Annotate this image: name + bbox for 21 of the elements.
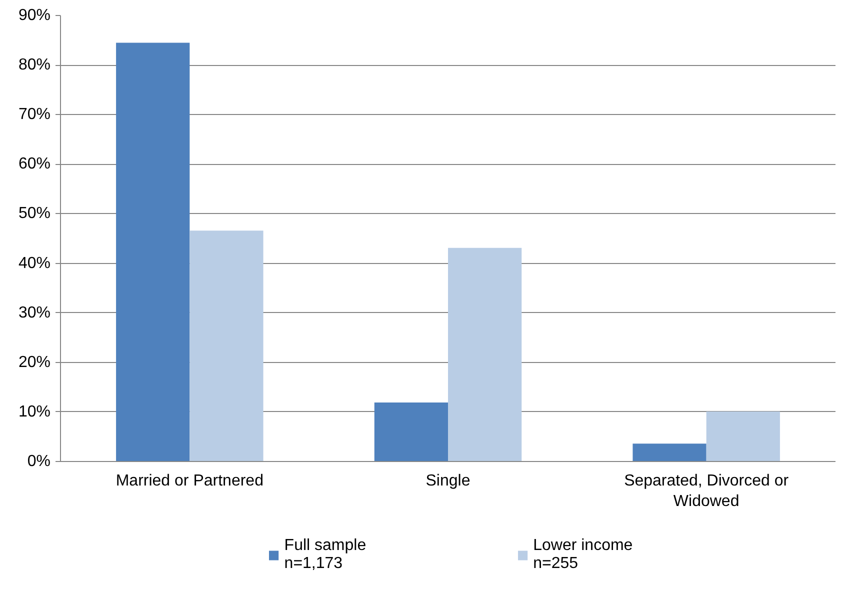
y-tick-label: 30% (18, 304, 51, 322)
y-tick-label: 0% (27, 453, 50, 470)
bar (190, 230, 264, 462)
y-tick-label: 20% (18, 354, 51, 371)
bar (116, 42, 190, 462)
legend-label: Lower income n=255 (533, 536, 633, 572)
y-tick-label: 60% (18, 156, 51, 173)
bar (632, 444, 706, 462)
x-tick-label: Separated, Divorced or Widowed (624, 472, 790, 510)
y-tick-label: 70% (18, 106, 51, 124)
legend-label: Full sample n=1,173 (284, 536, 366, 572)
bar (706, 411, 780, 462)
y-tick-label: 80% (18, 56, 51, 74)
y-tick-label: 10% (18, 403, 51, 420)
y-tick-label: 50% (18, 205, 51, 222)
y-tick-label: 40% (18, 254, 51, 272)
y-tick-label: 90% (18, 7, 51, 24)
x-tick-label: Married or Partnered (116, 472, 264, 490)
bar (448, 248, 522, 462)
x-tick-label: Single (426, 472, 470, 490)
bar (374, 402, 448, 462)
